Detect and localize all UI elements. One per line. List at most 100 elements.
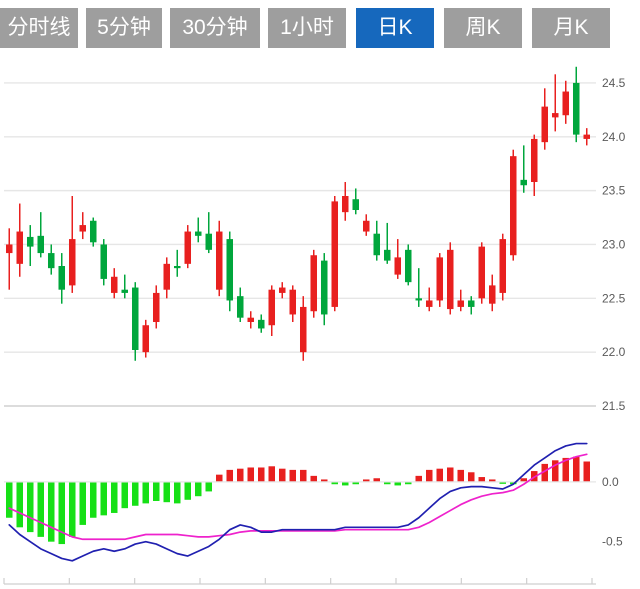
candle-body xyxy=(236,296,244,318)
candle-body xyxy=(205,233,213,250)
tab-1hour[interactable]: 1小时 xyxy=(268,8,346,48)
tab-5min[interactable]: 5分钟 xyxy=(86,8,162,48)
macd-bar xyxy=(310,475,318,482)
candle-body xyxy=(163,263,171,290)
candle-body xyxy=(299,306,307,353)
macd-bar xyxy=(499,481,507,484)
macd-bar xyxy=(572,456,580,482)
candle-body xyxy=(110,276,118,293)
macd-bar xyxy=(425,469,433,482)
candle-body xyxy=(173,266,181,269)
macd-bar xyxy=(362,479,370,482)
candle-body xyxy=(541,106,549,143)
candle-body xyxy=(415,298,423,301)
macd-bar xyxy=(47,481,55,542)
candle-body xyxy=(215,231,223,290)
candle-body xyxy=(488,285,496,304)
macd-bar xyxy=(215,474,223,482)
price-tick-label: 21.5 xyxy=(602,399,626,413)
candle-body xyxy=(184,231,192,264)
macd-bar xyxy=(404,481,412,485)
candle-body xyxy=(5,244,13,254)
candle-body xyxy=(68,239,76,286)
candle-body xyxy=(457,300,465,307)
macd-bar xyxy=(415,475,423,482)
candle-body xyxy=(268,289,276,326)
candle-body xyxy=(404,249,412,283)
macd-bar xyxy=(541,463,549,482)
candle-body xyxy=(278,287,286,293)
tab-week-k[interactable]: 周K xyxy=(444,8,522,48)
candle-body xyxy=(121,289,129,293)
candle-body xyxy=(310,255,318,312)
candle-body xyxy=(436,257,444,301)
candle-body xyxy=(352,199,360,210)
macd-bar xyxy=(373,478,381,482)
macd-bar xyxy=(16,481,24,528)
candle-body xyxy=(194,231,202,236)
macd-bar xyxy=(446,467,454,482)
macd-bar xyxy=(457,469,465,482)
candlestick-series xyxy=(5,66,591,361)
macd-bar xyxy=(320,479,328,482)
period-tab-bar[interactable]: 分时线 5分钟 30分钟 1小时 日K 周K 月K xyxy=(0,0,640,56)
macd-bar xyxy=(289,469,297,482)
candle-body xyxy=(247,317,255,322)
price-tick-label: 24.0 xyxy=(602,130,626,144)
macd-tick-label: 0.0 xyxy=(602,475,619,489)
macd-bar xyxy=(257,467,265,482)
tab-month-k[interactable]: 月K xyxy=(532,8,610,48)
tab-timeline[interactable]: 分时线 xyxy=(0,8,78,48)
tab-day-k[interactable]: 日K xyxy=(356,8,434,48)
macd-bar xyxy=(247,467,255,482)
candle-body xyxy=(89,220,97,243)
x-axis-ticks xyxy=(3,405,596,585)
candle-body xyxy=(530,138,538,182)
candle-body xyxy=(425,300,433,307)
macd-bar xyxy=(26,481,34,533)
candle-body xyxy=(562,91,570,116)
macd-bar xyxy=(194,481,202,497)
macd-bar xyxy=(100,481,108,516)
candle-body xyxy=(394,257,402,275)
macd-bar xyxy=(509,481,517,485)
macd-bar xyxy=(184,481,192,500)
price-tick-label: 23.0 xyxy=(602,237,626,251)
macd-bar xyxy=(110,481,118,513)
candle-body xyxy=(583,134,591,139)
macd-bar xyxy=(205,481,213,492)
price-tick-label: 24.5 xyxy=(602,76,626,90)
macd-axis-labels: 0.0 -0.5 xyxy=(602,475,623,549)
macd-dea-line xyxy=(8,453,588,541)
candle-body xyxy=(446,249,454,310)
macd-bar xyxy=(341,481,349,486)
tab-30min[interactable]: 30分钟 xyxy=(170,8,260,48)
macd-bar xyxy=(152,481,160,501)
candle-body xyxy=(289,289,297,315)
macd-tick-label: -0.5 xyxy=(602,535,623,549)
macd-bar xyxy=(520,478,528,482)
candle-body xyxy=(16,231,24,264)
candle-body xyxy=(467,300,475,307)
candle-body xyxy=(100,244,108,279)
macd-bar xyxy=(467,472,475,482)
candle-body xyxy=(572,82,580,135)
price-tick-label: 22.0 xyxy=(602,345,626,359)
candle-body xyxy=(37,235,45,254)
macd-bar xyxy=(37,481,45,537)
candle-body xyxy=(26,236,34,247)
macd-bar xyxy=(121,481,129,509)
macd-bar xyxy=(131,481,139,506)
macd-histogram xyxy=(4,456,596,545)
price-tick-label: 22.5 xyxy=(602,291,626,305)
candle-body xyxy=(509,156,517,256)
macd-bar xyxy=(89,481,97,518)
candle-body xyxy=(226,239,234,301)
candle-body xyxy=(331,201,339,307)
candle-body xyxy=(320,260,328,315)
candle-body xyxy=(142,325,150,353)
price-tick-label: 23.5 xyxy=(602,184,626,198)
macd-bar xyxy=(436,468,444,482)
chart-area[interactable]: 24.5 24.0 23.5 23.0 22.5 22.0 21.5 0.0 -0.5 xyxy=(0,56,640,589)
